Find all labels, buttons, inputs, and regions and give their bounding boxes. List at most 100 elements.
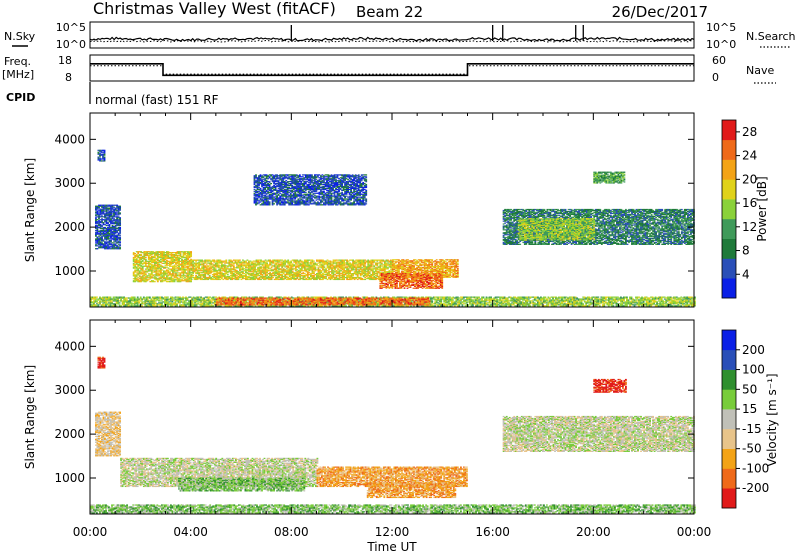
power-cell xyxy=(369,275,371,276)
power-cell xyxy=(339,261,341,262)
power-cell xyxy=(233,273,235,274)
power-cell xyxy=(263,276,265,277)
power-cell xyxy=(354,271,356,272)
cpid-value: normal (fast) 151 RF xyxy=(95,93,219,107)
power-cell xyxy=(429,273,431,274)
power-cell xyxy=(413,259,415,260)
power-cell xyxy=(190,280,192,281)
power-cell xyxy=(398,262,400,263)
power-cell xyxy=(308,272,310,273)
power-cell xyxy=(248,273,250,274)
power-cell xyxy=(429,286,431,287)
power-cell xyxy=(443,265,445,266)
power-cell xyxy=(157,251,159,252)
power-cell xyxy=(233,278,235,279)
power-cell xyxy=(172,303,174,304)
power-cell xyxy=(209,275,211,276)
power-cell xyxy=(157,272,159,273)
power-cell xyxy=(315,266,317,267)
power-cell xyxy=(248,279,250,280)
power-cell xyxy=(126,299,128,300)
power-cell xyxy=(126,297,128,298)
freq-panel: Freq. [MHz] 18 8 60 0 Nave xyxy=(2,54,776,84)
power-cell xyxy=(354,261,356,262)
power-cell xyxy=(202,302,204,303)
power-cell xyxy=(96,297,98,298)
power-cell xyxy=(399,281,401,282)
power-cell xyxy=(172,254,174,255)
power-cell xyxy=(190,251,192,252)
power-cell xyxy=(324,274,326,275)
power-cell xyxy=(149,297,151,298)
power-cell xyxy=(215,268,217,269)
noise-tick-top-left: 10^5 xyxy=(56,21,86,34)
power-cell xyxy=(414,273,416,274)
power-cell xyxy=(111,298,113,299)
power-cell xyxy=(457,266,459,267)
power-cell xyxy=(187,272,189,273)
power-cell xyxy=(157,270,159,271)
power-cell xyxy=(141,305,143,306)
power-cell xyxy=(187,251,189,252)
power-cell xyxy=(157,262,159,263)
power-cell xyxy=(154,281,156,282)
power-cell xyxy=(369,264,371,265)
power-cell xyxy=(203,261,205,262)
power-cell xyxy=(141,298,143,299)
power-cell xyxy=(142,266,144,267)
power-cell xyxy=(293,272,295,273)
power-cell xyxy=(116,305,118,306)
noise-tick-bottom-right: 10^0 xyxy=(706,38,736,51)
power-cell xyxy=(266,262,268,263)
power-cell xyxy=(308,274,310,275)
date-label: 26/Dec/2017 xyxy=(612,3,708,21)
power-cell xyxy=(419,273,421,274)
power-cell xyxy=(140,254,142,255)
power-cell xyxy=(157,278,159,279)
power-cell xyxy=(111,305,113,306)
power-cell xyxy=(339,260,341,261)
power-cell xyxy=(98,302,100,303)
power-cell xyxy=(399,273,401,274)
power-cell xyxy=(187,302,189,303)
power-cell xyxy=(293,264,295,265)
power-cell xyxy=(313,261,315,262)
power-cell xyxy=(457,259,459,260)
power-cell xyxy=(387,275,389,276)
power-cell xyxy=(324,276,326,277)
power-cell xyxy=(218,275,220,276)
freq-label: Freq. xyxy=(4,55,31,68)
power-cell xyxy=(218,269,220,270)
power-cell xyxy=(413,271,415,272)
power-cell xyxy=(384,261,386,262)
power-cell xyxy=(141,301,143,302)
noise-tick-bottom-left: 10^0 xyxy=(56,38,86,51)
power-cell xyxy=(233,271,235,272)
nave-tick-60: 60 xyxy=(712,54,726,67)
power-cell xyxy=(145,273,147,274)
power-cell xyxy=(428,271,430,272)
power-cell xyxy=(354,277,356,278)
power-cell xyxy=(167,297,169,298)
power-cell xyxy=(233,260,235,261)
power-cell xyxy=(142,272,144,273)
power-cell xyxy=(278,271,280,272)
power-cell xyxy=(142,256,144,257)
noise-panel: N.Sky 10^5 10^0 10^5 10^0 N.Search xyxy=(4,21,796,51)
power-cell xyxy=(308,264,310,265)
power-cell xyxy=(429,282,431,283)
power-cell xyxy=(354,265,356,266)
power-cell xyxy=(272,277,274,278)
power-cell xyxy=(369,271,371,272)
power-cell xyxy=(399,276,401,277)
power-cell xyxy=(172,266,174,267)
power-cell xyxy=(145,259,147,260)
power-cell xyxy=(192,275,194,276)
power-cell xyxy=(443,274,445,275)
power-cell xyxy=(137,297,139,298)
power-cell xyxy=(263,264,265,265)
power-cell xyxy=(308,262,310,263)
power-cell xyxy=(98,304,100,305)
power-cell xyxy=(278,268,280,269)
power-cell xyxy=(248,276,250,277)
